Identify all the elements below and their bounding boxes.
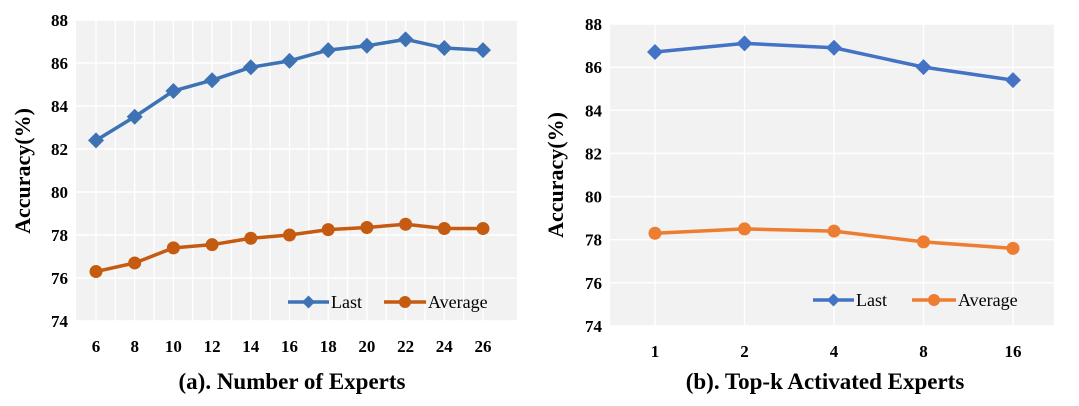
series-average — [89, 217, 490, 279]
data-point-diamond — [165, 82, 182, 99]
data-point-circle — [738, 222, 751, 236]
data-point-diamond — [281, 52, 298, 69]
x-tick-label: 14 — [242, 337, 260, 356]
y-tick-label: 74 — [51, 312, 69, 331]
data-point-diamond — [204, 72, 221, 89]
y-tick-label: 86 — [585, 58, 602, 77]
data-point-diamond — [358, 37, 375, 54]
data-point-circle — [399, 217, 413, 231]
y-tick-label: 88 — [585, 15, 602, 34]
x-tick-label: 18 — [320, 337, 337, 356]
data-point-diamond — [1005, 72, 1021, 89]
series-last — [88, 31, 491, 149]
chart-title: (a). Number of Experts — [179, 369, 406, 394]
x-tick-label: 12 — [204, 337, 221, 356]
y-tick-label: 82 — [51, 140, 68, 159]
data-point-diamond — [242, 59, 259, 76]
data-point-circle — [166, 241, 180, 255]
y-tick-label: 82 — [585, 144, 602, 163]
data-point-diamond — [436, 39, 453, 56]
data-point-diamond — [88, 132, 104, 149]
y-tick-label: 84 — [51, 97, 69, 116]
legend-label: Average — [958, 290, 1018, 310]
legend: Last Average — [288, 292, 488, 312]
data-point-circle — [917, 235, 930, 249]
x-tick-label: 20 — [358, 337, 375, 356]
y-tick-label: 78 — [51, 226, 68, 245]
data-point-diamond — [736, 35, 753, 52]
legend-marker-diamond — [302, 295, 315, 309]
data-point-circle — [648, 226, 662, 240]
data-point-diamond — [126, 108, 143, 125]
legend-label: Last — [331, 292, 362, 312]
x-tick-label: 1 — [651, 342, 660, 361]
data-point-circle — [437, 222, 451, 236]
y-axis-label: Accuracy(%) — [10, 108, 35, 234]
y-axis-label: Accuracy(%) — [543, 112, 568, 238]
x-tick-label: 16 — [1005, 342, 1022, 361]
chart-title: (b). Top-k Activated Experts — [686, 369, 965, 394]
legend-label: Average — [428, 292, 488, 312]
x-tick-label: 4 — [830, 342, 839, 361]
y-tick-label: 76 — [51, 269, 68, 288]
data-point-circle — [360, 220, 374, 234]
data-point-circle — [89, 265, 103, 279]
y-tick-label: 80 — [585, 188, 602, 207]
x-tick-label: 8 — [919, 342, 928, 361]
chart-number-of-experts: 74 76 78 80 82 84 86 88 6 8 10 12 14 16 18 20 22 24 26 Accu… — [10, 11, 517, 394]
legend-marker-circle — [399, 296, 411, 308]
data-point-circle — [283, 228, 296, 242]
x-tick-label: 26 — [475, 337, 492, 356]
y-tick-label: 76 — [585, 274, 602, 293]
x-tick-label: 10 — [165, 337, 182, 356]
y-tick-label: 86 — [51, 54, 68, 73]
data-point-diamond — [475, 42, 491, 59]
data-point-circle — [827, 224, 841, 238]
data-point-diamond — [320, 42, 337, 59]
legend-label: Last — [856, 290, 887, 310]
data-point-diamond — [397, 31, 414, 48]
x-tick-label: 16 — [281, 337, 298, 356]
y-tick-label: 78 — [585, 231, 602, 250]
y-tick-label: 80 — [51, 183, 68, 202]
plot-area — [76, 20, 517, 321]
chart-top-k-activated-experts: 74 76 78 80 82 84 86 88 1 2 4 8 16 Accuracy(%) (b). To… — [543, 15, 1054, 394]
data-point-circle — [321, 223, 335, 237]
x-tick-label: 24 — [436, 337, 454, 356]
x-tick-label: 6 — [92, 337, 101, 356]
y-tick-label: 84 — [585, 101, 603, 120]
y-tick-label: 74 — [585, 317, 603, 336]
data-point-circle — [1006, 241, 1020, 255]
legend-marker-circle — [928, 294, 940, 306]
legend: Last Average — [813, 290, 1018, 310]
y-tick-label: 88 — [51, 11, 68, 30]
series-average — [648, 222, 1020, 255]
legend-marker-diamond — [827, 293, 840, 307]
x-tick-label: 22 — [397, 337, 414, 356]
data-point-circle — [476, 222, 490, 236]
data-point-circle — [244, 231, 258, 245]
data-point-circle — [205, 238, 219, 252]
data-point-diamond — [915, 59, 932, 76]
data-point-diamond — [826, 39, 842, 56]
series-last — [647, 35, 1021, 89]
data-point-circle — [128, 256, 142, 270]
x-tick-label: 2 — [740, 342, 749, 361]
x-tick-label: 8 — [130, 337, 139, 356]
plot-area — [610, 24, 1054, 326]
data-point-diamond — [647, 44, 663, 61]
